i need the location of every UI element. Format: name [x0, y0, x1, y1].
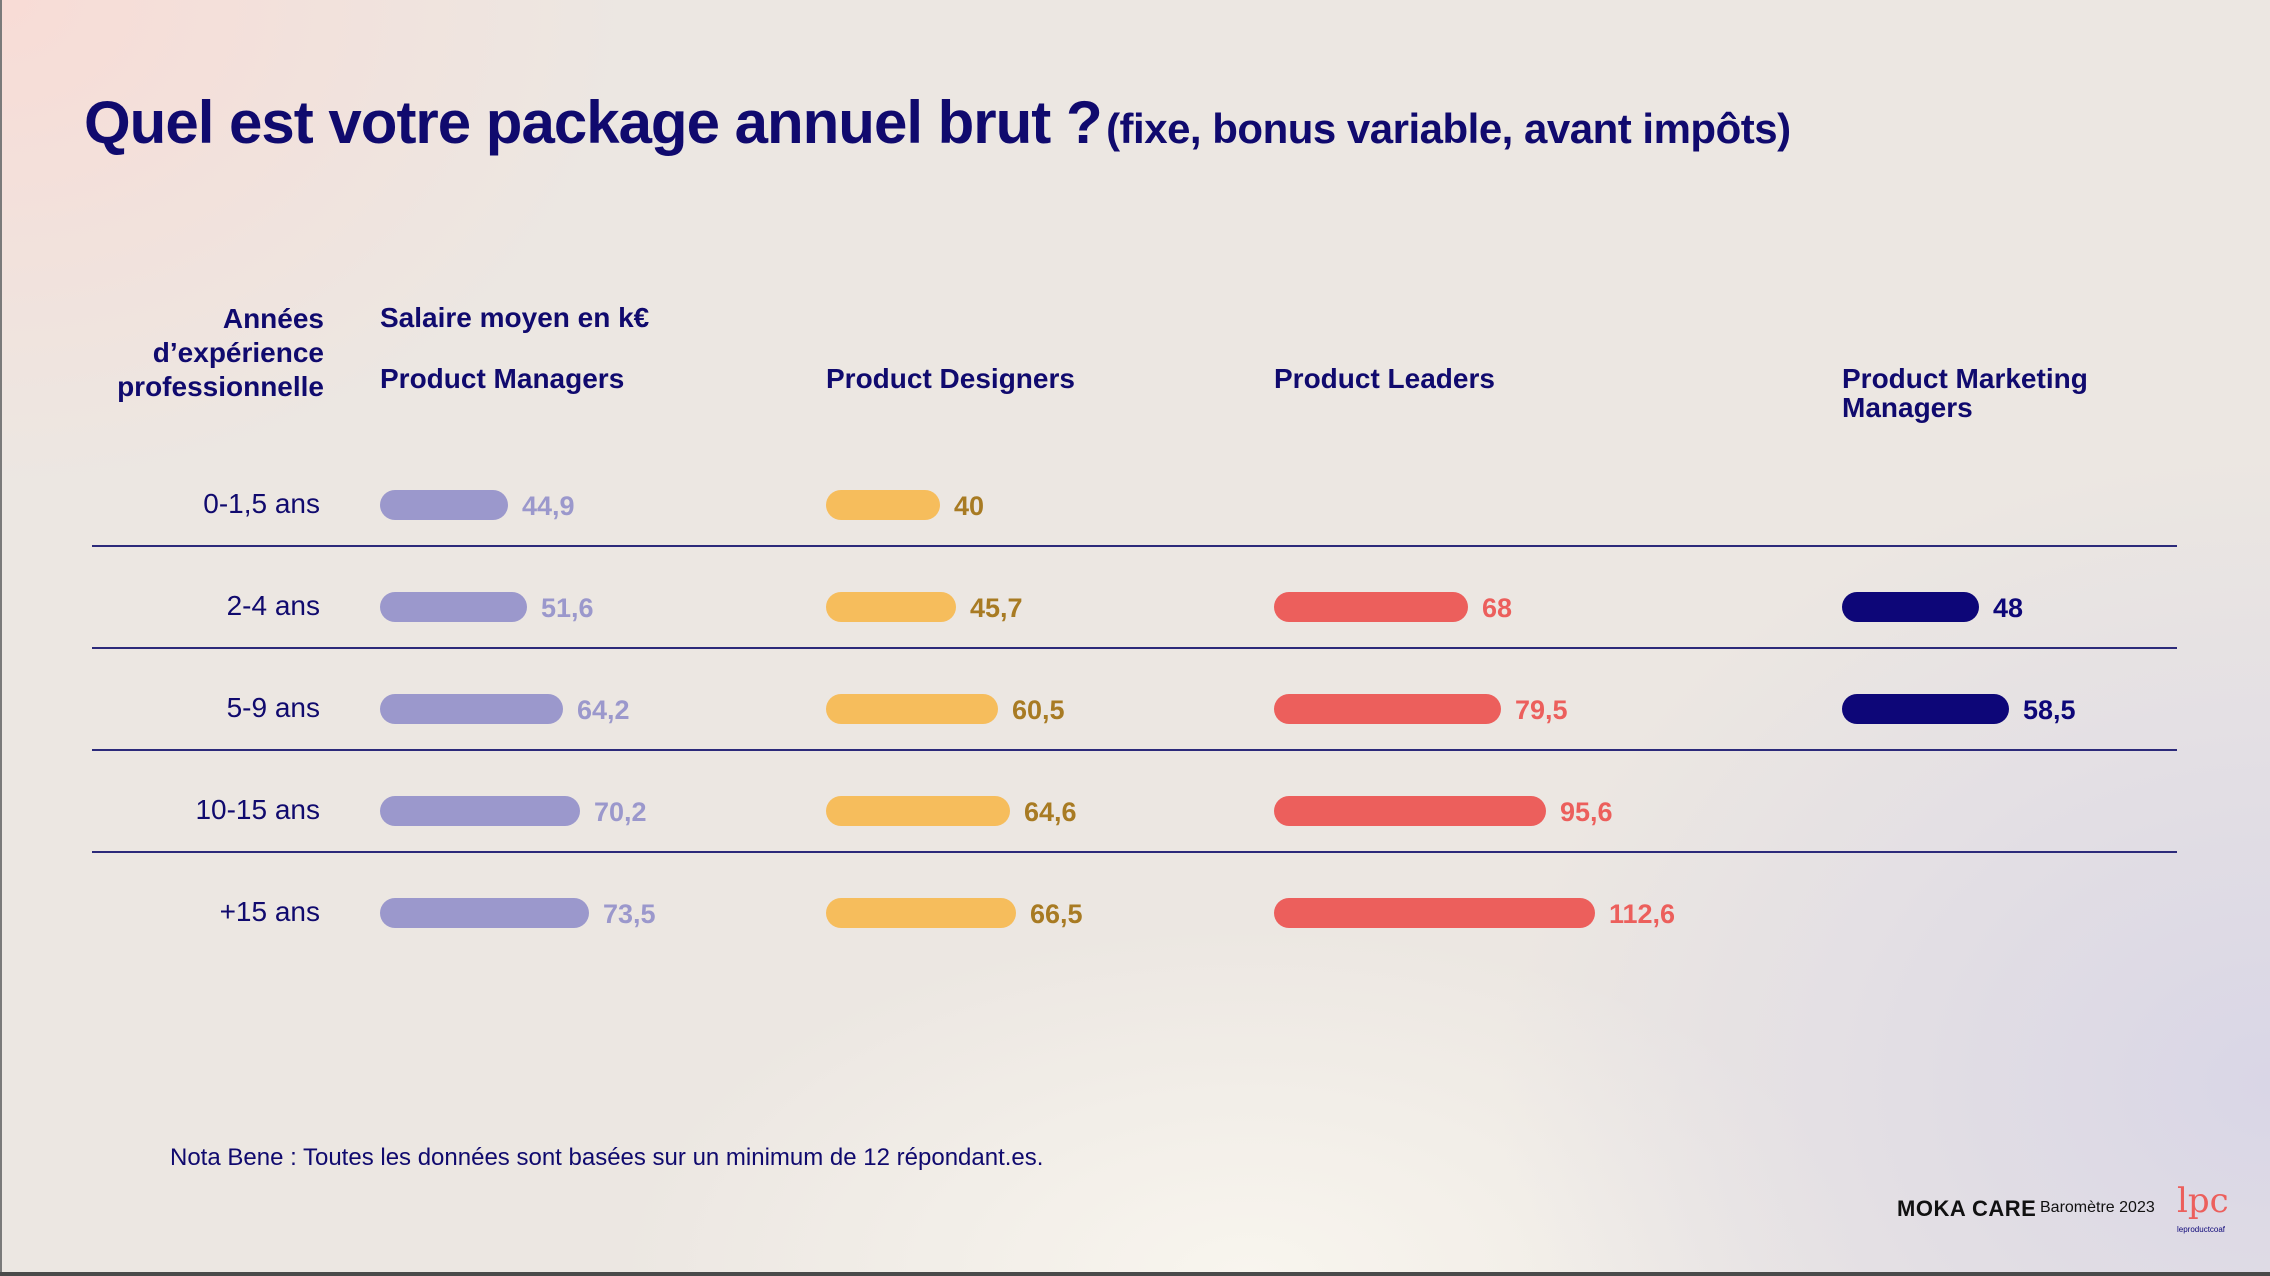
- bar-product-marketing-managers: [1842, 694, 2009, 724]
- value-label-product-designers: 60,5: [1012, 695, 1065, 725]
- value-label-product-managers: 51,6: [541, 593, 594, 623]
- value-label-product-marketing-managers: 48: [1993, 593, 2024, 623]
- bar-product-designers: [826, 898, 1016, 928]
- chart-title: Quel est votre package annuel brut ? (fi…: [84, 88, 1791, 157]
- bar-product-designers: [826, 490, 940, 520]
- value-label-product-leaders: 95,6: [1560, 797, 1613, 827]
- bar-product-managers: [380, 490, 508, 520]
- row-separator: [92, 647, 2177, 649]
- frame-bottom-edge: [0, 1272, 2270, 1276]
- nota-bene: Nota Bene : Toutes les données sont basé…: [170, 1144, 1044, 1171]
- row-separator: [92, 851, 2177, 853]
- value-label-product-designers: 66,5: [1030, 899, 1083, 929]
- value-label-product-marketing-managers: 58,5: [2023, 695, 2076, 725]
- title-sub: (fixe, bonus variable, avant impôts): [1106, 105, 1791, 152]
- row-label: 10-15 ans: [195, 794, 320, 825]
- value-label-product-managers: 64,2: [577, 695, 630, 725]
- bar-product-managers: [380, 796, 580, 826]
- experience-header-line: professionnelle: [117, 371, 324, 402]
- bar-product-designers: [826, 694, 998, 724]
- value-label-product-managers: 73,5: [603, 899, 656, 929]
- moka-care-logo: MOKA CARE: [1897, 1196, 2037, 1221]
- value-label-product-managers: 70,2: [594, 797, 647, 827]
- value-label-product-leaders: 79,5: [1515, 695, 1568, 725]
- bar-product-leaders: [1274, 592, 1468, 622]
- row-label: 2-4 ans: [226, 590, 320, 621]
- row-label: 5-9 ans: [226, 692, 320, 723]
- value-label-product-leaders: 68: [1482, 593, 1513, 623]
- row-label: 0-1,5 ans: [203, 488, 320, 519]
- svg-text:leproductcoaf: leproductcoaf: [2177, 1225, 2226, 1234]
- bar-product-leaders: [1274, 796, 1546, 826]
- bar-product-designers: [826, 796, 1010, 826]
- value-label-product-designers: 40: [954, 491, 985, 521]
- row-separator: [92, 749, 2177, 751]
- bar-product-managers: [380, 592, 527, 622]
- bar-product-marketing-managers: [1842, 592, 1979, 622]
- column-header-product-marketing-managers: Product Marketing Managers: [1842, 363, 2088, 423]
- column-header-product-designers: Product Designers: [826, 363, 1075, 394]
- bar-product-leaders: [1274, 694, 1501, 724]
- value-label-product-leaders: 112,6: [1609, 899, 1676, 929]
- row-separator: [92, 545, 2177, 547]
- value-label-product-designers: 64,6: [1024, 797, 1077, 827]
- column-header-product-leaders: Product Leaders: [1274, 363, 1495, 394]
- lpc-logo: lpc leproductcoaf: [2175, 1181, 2239, 1243]
- row-label: +15 ans: [219, 896, 320, 927]
- experience-header-line: Années: [222, 303, 324, 334]
- bar-product-managers: [380, 898, 589, 928]
- barometer-label: Baromètre 2023: [2040, 1199, 2155, 1216]
- bar-product-designers: [826, 592, 956, 622]
- bar-product-leaders: [1274, 898, 1595, 928]
- svg-text:lpc: lpc: [2177, 1182, 2229, 1221]
- experience-header: Années d’expérience professionnelle: [117, 302, 324, 404]
- title-main: Quel est votre package annuel brut ?: [84, 89, 1103, 156]
- column-header-product-managers: Product Managers: [380, 363, 625, 394]
- value-label-product-designers: 45,7: [970, 593, 1023, 623]
- salary-header: Salaire moyen en k€: [380, 302, 650, 333]
- bar-product-managers: [380, 694, 563, 724]
- experience-header-line: d’expérience: [152, 337, 324, 368]
- value-label-product-managers: 44,9: [522, 491, 575, 521]
- frame-left-edge: [0, 0, 2, 1276]
